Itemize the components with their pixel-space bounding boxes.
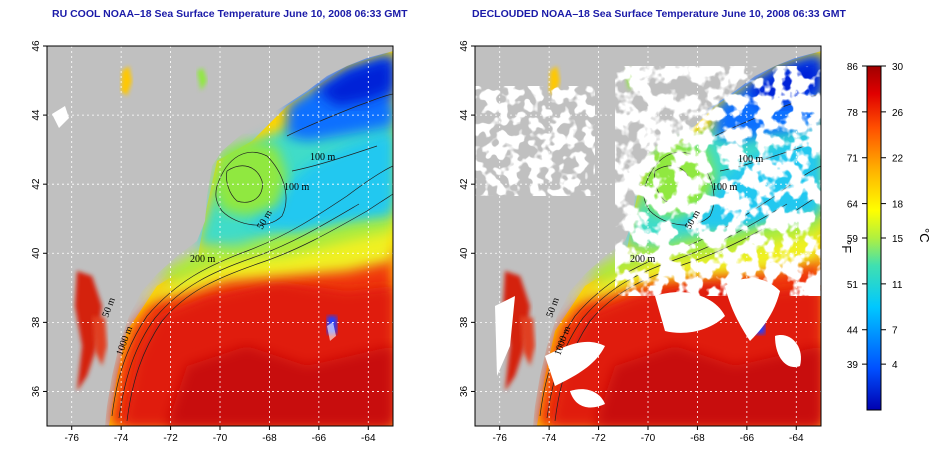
right-grid [475, 45, 821, 426]
fahrenheit-tick-label: 59 [847, 234, 859, 245]
fahrenheit-tick-label: 51 [847, 280, 859, 291]
left-sst-map [46, 45, 394, 427]
lat-tick-label: 38 [459, 316, 470, 328]
right-panel-title: DECLOUDED NOAA–18 Sea Surface Temperatur… [472, 8, 846, 20]
lat-tick-label: 36 [31, 385, 42, 397]
lat-tick-label: 42 [459, 178, 470, 190]
contour-label-200m: 200 m [190, 254, 216, 265]
map-axes: -76 -74 -72 -70 -68 -66 -64 36 38 40 42 44 46 -76 -74 -… [31, 40, 804, 444]
contour-label-100m-a-right: 100 m [738, 154, 764, 165]
fahrenheit-tick-label: 71 [847, 154, 859, 165]
lon-tick-label: -66 [312, 433, 327, 444]
contour-label-100m-b: 100 m [284, 182, 310, 193]
fahrenheit-tick-label: 86 [847, 62, 859, 73]
lat-tick-label: 46 [459, 40, 470, 52]
celsius-tick-label: 4 [892, 360, 898, 371]
lon-tick-label: -64 [361, 433, 376, 444]
colorbar-gradient [866, 65, 882, 411]
left-panel-title: RU COOL NOAA–18 Sea Surface Temperature … [52, 8, 408, 20]
left-grid [47, 45, 393, 426]
lat-tick-label: 44 [31, 109, 42, 121]
fahrenheit-tick-label: 44 [847, 326, 859, 337]
lon-tick-label: -72 [163, 433, 178, 444]
lon-tick-label: -68 [690, 433, 705, 444]
lon-tick-label: -70 [213, 433, 228, 444]
lon-tick-label: -70 [641, 433, 656, 444]
lat-tick-label: 44 [459, 109, 470, 121]
fahrenheit-tick-label: 39 [847, 360, 859, 371]
celsius-tick-label: 7 [892, 326, 898, 337]
celsius-unit: °C [917, 228, 932, 243]
celsius-tick-label: 15 [892, 234, 904, 245]
celsius-tick-label: 18 [892, 200, 904, 211]
celsius-tick-label: 30 [892, 62, 904, 73]
lat-tick-label: 36 [459, 385, 470, 397]
celsius-tick-label: 22 [892, 154, 904, 165]
right-sst-map [474, 45, 822, 427]
lon-tick-label: -74 [542, 433, 557, 444]
celsius-tick-label: 26 [892, 108, 904, 119]
lon-tick-label: -74 [114, 433, 129, 444]
lon-tick-label: -76 [64, 433, 79, 444]
lon-tick-label: -76 [492, 433, 507, 444]
lat-tick-label: 46 [31, 40, 42, 52]
celsius-tick-label: 11 [892, 280, 903, 291]
lat-tick-label: 42 [31, 178, 42, 190]
cloud-mask [475, 66, 821, 408]
contour-label-100m-a: 100 m [310, 152, 336, 163]
fahrenheit-unit: °F [839, 240, 854, 253]
contour-label-200m-right: 200 m [630, 254, 656, 265]
lon-tick-label: -64 [789, 433, 804, 444]
lon-tick-label: -66 [740, 433, 755, 444]
lon-tick-label: -68 [262, 433, 277, 444]
lon-tick-label: -72 [591, 433, 606, 444]
lat-tick-label: 38 [31, 316, 42, 328]
lat-tick-label: 40 [459, 247, 470, 259]
fahrenheit-tick-label: 78 [847, 108, 859, 119]
fahrenheit-tick-label: 64 [847, 200, 859, 211]
contour-label-100m-b-right: 100 m [712, 182, 738, 193]
lat-tick-label: 40 [31, 247, 42, 259]
